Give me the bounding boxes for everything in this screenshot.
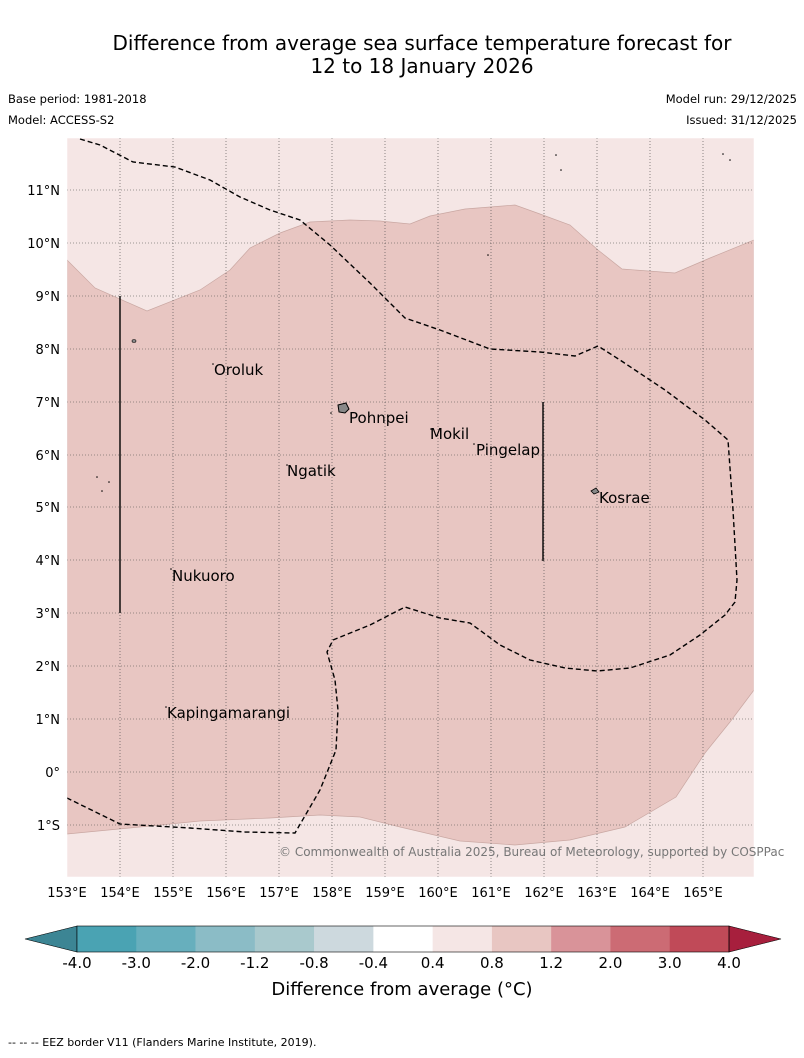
- eez-border-north: [67, 138, 738, 834]
- lon-label: 162°E: [524, 886, 564, 901]
- sst-map: 11°N 10°N 9°N 8°N 7°N 6°N 5°N 4°N 3°N 2°…: [24, 137, 782, 972]
- place-label-mokil: Mokil: [430, 425, 469, 443]
- small-island: [131, 339, 137, 343]
- model-run: Model run: 29/12/2025: [665, 92, 797, 106]
- colorbar-segment: [195, 926, 256, 952]
- lon-gridlines: [119, 138, 704, 877]
- colorbar-segment: [432, 926, 493, 952]
- colorbar-segment: [669, 926, 730, 952]
- lat-gridlines: [67, 189, 754, 826]
- colorbar-tick-label: 3.0: [658, 954, 682, 972]
- lat-label: 4°N: [36, 554, 61, 569]
- lon-label: 156°E: [206, 886, 246, 901]
- kosrae-island: [590, 487, 600, 495]
- lon-label: 160°E: [418, 886, 458, 901]
- place-label-oroluk: Oroluk: [214, 361, 263, 379]
- chart-title: Difference from average sea surface temp…: [0, 32, 804, 78]
- lat-labels: 11°N 10°N 9°N 8°N 7°N 6°N 5°N 4°N 3°N 2°…: [27, 184, 60, 834]
- colorbar-tick-label: -3.0: [122, 954, 151, 972]
- colorbar-segment: [373, 926, 433, 952]
- place-label-pohnpei: Pohnpei: [349, 409, 409, 427]
- lat-label: 3°N: [36, 607, 61, 622]
- colorbar-tick-label: 0.4: [421, 954, 445, 972]
- title-line-2: 12 to 18 January 2026: [310, 54, 534, 78]
- colorbar-tick-label: 4.0: [717, 954, 741, 972]
- lat-label: 1°N: [36, 713, 61, 728]
- lon-label: 165°E: [683, 886, 723, 901]
- place-label-kapingamarangi: Kapingamarangi: [167, 704, 290, 722]
- colorbar-segment: [136, 926, 196, 952]
- lon-label: 153°E: [47, 886, 87, 901]
- colorbar-segment: [610, 926, 671, 952]
- lon-label: 157°E: [259, 886, 299, 901]
- colorbar-tick-label: -4.0: [62, 954, 91, 972]
- colorbar: -4.0 -3.0 -2.0 -1.2 -0.8 -0.4 0.4 0.8 1.2 2.0 3.0 4…: [24, 925, 782, 972]
- colorbar-tick-label: 1.2: [539, 954, 563, 972]
- lon-label: 155°E: [153, 886, 193, 901]
- anomaly-warm-region: [67, 204, 754, 846]
- lat-label: 1°S: [37, 819, 60, 834]
- place-label-ngatik: Ngatik: [287, 462, 336, 480]
- lon-label: 154°E: [100, 886, 140, 901]
- colorbar-tick-label: -1.2: [240, 954, 269, 972]
- lon-label: 158°E: [312, 886, 352, 901]
- colorbar-segment: [314, 926, 374, 952]
- colorbar-segment: [77, 926, 137, 952]
- lat-label: 0°: [45, 766, 60, 781]
- lat-label: 10°N: [27, 237, 60, 252]
- colorbar-tick-label: -0.8: [299, 954, 328, 972]
- colorbar-segment: [551, 926, 611, 952]
- colorbar-over-arrow: [728, 925, 782, 953]
- lat-label: 8°N: [36, 343, 61, 358]
- place-label-kosrae: Kosrae: [599, 489, 650, 507]
- island-dots: [96, 153, 731, 708]
- colorbar-segment: [491, 926, 552, 952]
- lat-label: 7°N: [36, 396, 61, 411]
- colorbar-tick-label: 0.8: [480, 954, 504, 972]
- lon-labels: 153°E 154°E 155°E 156°E 157°E 158°E 159°…: [47, 886, 723, 901]
- copyright-notice: © Commonwealth of Australia 2025, Bureau…: [279, 845, 785, 859]
- lon-label: 164°E: [630, 886, 670, 901]
- colorbar-under-arrow: [24, 925, 78, 953]
- place-label-nukuoro: Nukuoro: [172, 567, 235, 585]
- colorbar-tick-label: -0.4: [359, 954, 388, 972]
- lon-label: 159°E: [365, 886, 405, 901]
- colorbar-segment: [254, 926, 315, 952]
- place-labels: Oroluk Pohnpei Mokil Pingelap Ngatik Kos…: [167, 361, 650, 722]
- base-period: Base period: 1981-2018: [8, 92, 147, 106]
- issued-date: Issued: 31/12/2025: [686, 113, 797, 127]
- model-name: Model: ACCESS-S2: [8, 113, 115, 127]
- lat-label: 9°N: [36, 290, 61, 305]
- colorbar-title: Difference from average (°C): [271, 979, 533, 1000]
- place-label-pingelap: Pingelap: [476, 441, 540, 459]
- lon-label: 161°E: [471, 886, 511, 901]
- colorbar-tick-label: -2.0: [181, 954, 210, 972]
- lon-label: 163°E: [577, 886, 617, 901]
- lat-label: 2°N: [36, 660, 61, 675]
- lat-label: 6°N: [36, 449, 61, 464]
- title-line-1: Difference from average sea surface temp…: [112, 31, 732, 55]
- colorbar-segments: [77, 926, 730, 952]
- lat-label: 11°N: [27, 184, 60, 199]
- pohnpei-island: [337, 402, 350, 414]
- colorbar-ticks: -4.0 -3.0 -2.0 -1.2 -0.8 -0.4 0.4 0.8 1.2 2.0 3.0 4…: [62, 954, 741, 972]
- eez-legend-note: -- -- -- EEZ border V11 (Flanders Marine…: [8, 1036, 317, 1049]
- colorbar-tick-label: 2.0: [599, 954, 623, 972]
- lat-label: 5°N: [36, 501, 61, 516]
